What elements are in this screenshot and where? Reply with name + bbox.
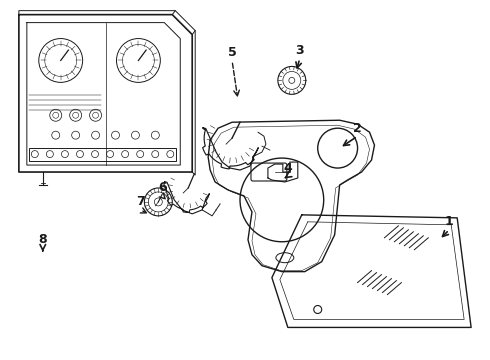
Text: 6: 6 [158,181,167,194]
Text: 2: 2 [353,122,362,135]
Text: 1: 1 [445,215,454,228]
Text: 8: 8 [39,233,47,246]
Text: 4: 4 [283,162,292,175]
Text: 7: 7 [136,195,145,208]
Text: 3: 3 [295,44,304,57]
Text: 5: 5 [228,46,237,59]
Bar [29,148,176,161]
